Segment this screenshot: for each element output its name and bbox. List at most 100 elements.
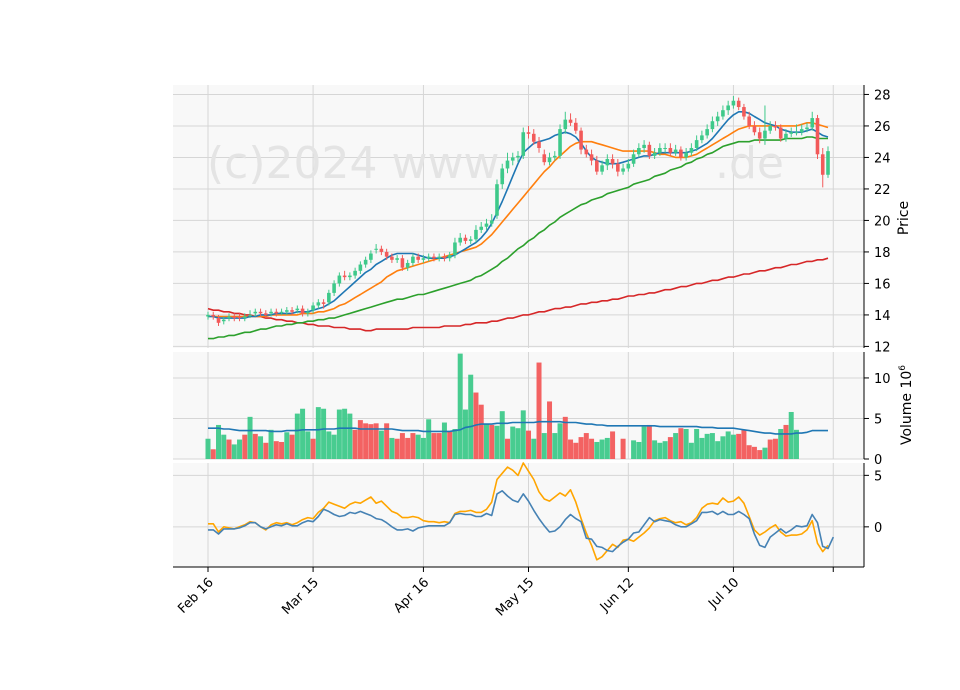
candle-body-103 — [747, 116, 751, 126]
volume-bar-74 — [594, 441, 600, 459]
volume-ma-line — [208, 420, 828, 435]
volume-bar-112 — [793, 429, 799, 459]
volume-axis-exponent: 6 — [898, 365, 908, 371]
candle-body-105 — [757, 132, 762, 139]
volume-bar-84 — [646, 424, 652, 459]
volume-bar-31 — [368, 424, 374, 459]
candle-body-60 — [521, 132, 526, 156]
volume-bar-54 — [489, 424, 495, 459]
volume-bar-17 — [294, 413, 300, 459]
volume-bar-45 — [441, 422, 447, 459]
candle-body-80 — [626, 163, 631, 169]
candle-body-90 — [679, 149, 683, 158]
volume-tick-label-1: 5 — [874, 412, 882, 427]
volume-bar-88 — [667, 437, 673, 459]
candle-body-20 — [311, 305, 315, 311]
price-tick-label-2: 16 — [874, 277, 891, 292]
volume-bar-49 — [462, 409, 468, 459]
price-tick-label-4: 20 — [874, 214, 891, 229]
volume-bar-75 — [599, 439, 605, 459]
volume-bar-77 — [610, 431, 616, 459]
volume-bar-43 — [431, 433, 437, 459]
candle-body-10 — [258, 311, 263, 314]
candle-body-98 — [721, 110, 725, 117]
candle-body-52 — [479, 226, 484, 230]
volume-bar-65 — [547, 401, 553, 459]
candle-body-101 — [736, 100, 741, 108]
x-tick-label-3: May 15 — [493, 575, 537, 619]
candle-body-48 — [458, 237, 463, 243]
volume-bars — [205, 353, 799, 459]
volume-bar-107 — [767, 439, 773, 459]
candle-body-64 — [542, 154, 547, 163]
volume-bar-16 — [289, 434, 295, 459]
candle-body-38 — [405, 262, 410, 268]
volume-bar-96 — [709, 433, 715, 459]
volume-bar-25 — [336, 409, 342, 459]
volume-bar-64 — [541, 433, 547, 459]
volume-bar-39 — [410, 433, 416, 459]
volume-bar-87 — [662, 441, 668, 459]
candle-body-115 — [810, 118, 815, 128]
candle-body-104 — [752, 125, 757, 133]
candle-body-83 — [642, 144, 646, 148]
volume-bar-4 — [226, 439, 232, 459]
candle-body-2 — [216, 318, 221, 323]
candle-body-50 — [468, 239, 473, 241]
volume-bar-90 — [678, 428, 684, 459]
candle-body-28 — [353, 270, 357, 276]
candle-body-75 — [600, 165, 604, 172]
oscillator-lines — [208, 462, 835, 561]
candle-body-73 — [589, 154, 594, 161]
candle-body-88 — [668, 147, 673, 153]
watermark-tail: .de — [715, 138, 784, 189]
volume-bar-8 — [247, 416, 253, 459]
candle-body-19 — [306, 311, 310, 314]
candle-body-13 — [274, 311, 279, 314]
volume-bar-66 — [552, 433, 558, 459]
volume-bar-102 — [741, 429, 747, 459]
candle-body-69 — [568, 119, 573, 123]
candle-body-116 — [815, 118, 820, 155]
volume-bar-29 — [357, 420, 363, 459]
volume-bar-111 — [788, 411, 794, 459]
candle-body-91 — [684, 152, 688, 158]
candle-body-29 — [358, 264, 363, 271]
volume-bar-34 — [384, 423, 390, 459]
candle-body-47 — [453, 242, 457, 256]
candle-body-67 — [558, 129, 562, 156]
candle-body-71 — [579, 130, 583, 150]
volume-bar-60 — [520, 410, 526, 459]
volume-bar-106 — [762, 447, 768, 459]
candle-body-33 — [379, 248, 384, 252]
volume-bar-20 — [310, 438, 316, 459]
osc-tick-label-0: 0 — [874, 521, 882, 536]
candle-body-12 — [269, 311, 273, 314]
volume-bar-9 — [252, 433, 258, 459]
volume-bar-93 — [694, 429, 700, 459]
candle-body-46 — [447, 255, 452, 259]
volume-bar-53 — [483, 424, 489, 459]
candle-body-66 — [552, 155, 557, 158]
candle-body-79 — [621, 168, 625, 172]
volume-bar-56 — [499, 411, 505, 459]
volume-bar-100 — [730, 434, 736, 459]
volume-bar-10 — [258, 436, 264, 459]
candle-body-40 — [416, 256, 420, 260]
candle-body-106 — [763, 130, 767, 139]
volume-bar-59 — [515, 428, 521, 459]
volume-bar-15 — [284, 432, 290, 459]
candle-body-110 — [784, 133, 788, 139]
candle-body-49 — [463, 237, 468, 241]
volume-bar-94 — [699, 437, 705, 459]
volume-bar-7 — [242, 434, 248, 459]
candle-body-95 — [705, 129, 709, 136]
price-tick-label-0: 12 — [874, 340, 891, 355]
candle-body-58 — [510, 157, 515, 161]
candle-body-27 — [348, 275, 352, 278]
candle-body-32 — [374, 248, 378, 250]
volume-bar-47 — [452, 429, 458, 459]
candle-body-30 — [363, 259, 368, 265]
ma-short-series — [208, 111, 829, 319]
candle-body-44 — [437, 256, 441, 259]
